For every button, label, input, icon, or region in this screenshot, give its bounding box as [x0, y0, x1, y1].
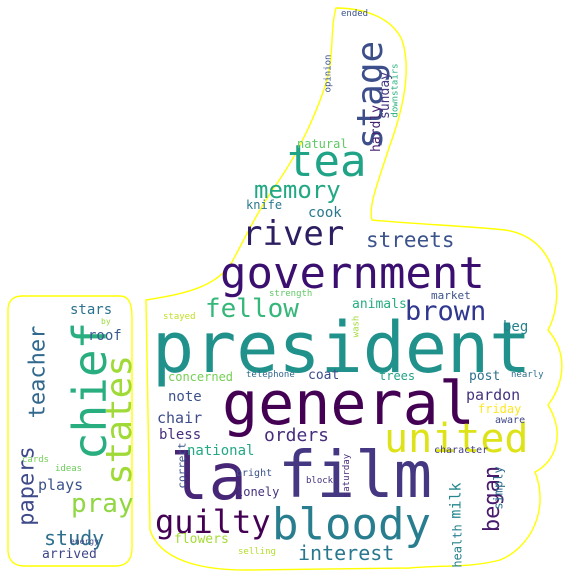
word-trees: trees	[379, 369, 416, 383]
word-bright: bright	[236, 468, 273, 479]
word-flowers: flowers	[174, 532, 229, 547]
word-animals: animals	[352, 297, 407, 312]
word-states: states	[99, 354, 141, 486]
word-guilty: guilty	[155, 503, 271, 541]
word-teacher: teacher	[25, 325, 51, 419]
word-coat: coat	[308, 368, 340, 383]
word-general: general	[222, 369, 475, 439]
word-note: note	[168, 389, 202, 405]
word-energy: energy	[70, 537, 99, 546]
word-roof: roof	[88, 328, 122, 344]
word-knife: knife	[246, 198, 283, 212]
word-chair: chair	[157, 409, 203, 427]
word-united: united	[384, 416, 529, 462]
word-cards: cards	[22, 455, 50, 465]
word-aware: aware	[495, 415, 526, 426]
word-memory: memory	[254, 176, 341, 204]
word-plays: plays	[38, 476, 84, 494]
word-strength: strength	[269, 289, 313, 299]
word-stayed: stayed	[163, 312, 196, 322]
word-la: la	[170, 441, 248, 515]
word-government: government	[220, 248, 485, 299]
word-health: health	[450, 524, 465, 568]
word-stars: stars	[70, 302, 113, 318]
word-market: market	[431, 289, 471, 302]
word-ended: ended	[341, 9, 369, 19]
word-pray: pray	[71, 489, 134, 519]
word-river: river	[242, 214, 345, 254]
word-bloody: bloody	[272, 499, 431, 550]
word-milk: milk	[446, 482, 465, 519]
word-opinion: opinion	[323, 54, 334, 93]
word-post: post	[469, 369, 501, 384]
word-cook: cook	[308, 205, 342, 221]
word-simply: simply	[491, 466, 506, 510]
word-friday: friday	[478, 402, 522, 416]
word-brown: brown	[405, 296, 487, 327]
word-ideas: ideas	[55, 464, 83, 474]
word-wash: wash	[351, 315, 362, 338]
word-block: block	[306, 476, 334, 486]
word-natural: natural	[297, 137, 348, 151]
word-streets: streets	[366, 228, 455, 252]
word-bless: bless	[159, 427, 202, 443]
word-national: national	[187, 443, 255, 459]
word-tea: tea	[287, 136, 367, 187]
word-arrived: arrived	[42, 547, 97, 562]
word-lonely: lonely	[236, 485, 280, 499]
word-orders: orders	[264, 425, 330, 446]
word-concerned: concerned	[168, 370, 234, 384]
word-film: film	[278, 439, 433, 513]
word-study: study	[44, 526, 105, 550]
word-character: character	[434, 445, 489, 456]
word-selling: selling	[238, 547, 276, 557]
word-fellow: fellow	[205, 294, 299, 324]
word-by: by	[101, 317, 111, 326]
word-president: president	[152, 307, 532, 389]
word-interest: interest	[298, 541, 395, 565]
word-nearly: nearly	[511, 370, 544, 380]
word-pardon: pardon	[466, 386, 521, 404]
word-downstairs: downstairs	[390, 63, 401, 118]
word-correct: correct	[175, 442, 189, 489]
word-beg: beg	[503, 319, 529, 335]
word-saturday: saturday	[342, 453, 353, 498]
word-telephone: telephone	[246, 370, 295, 380]
